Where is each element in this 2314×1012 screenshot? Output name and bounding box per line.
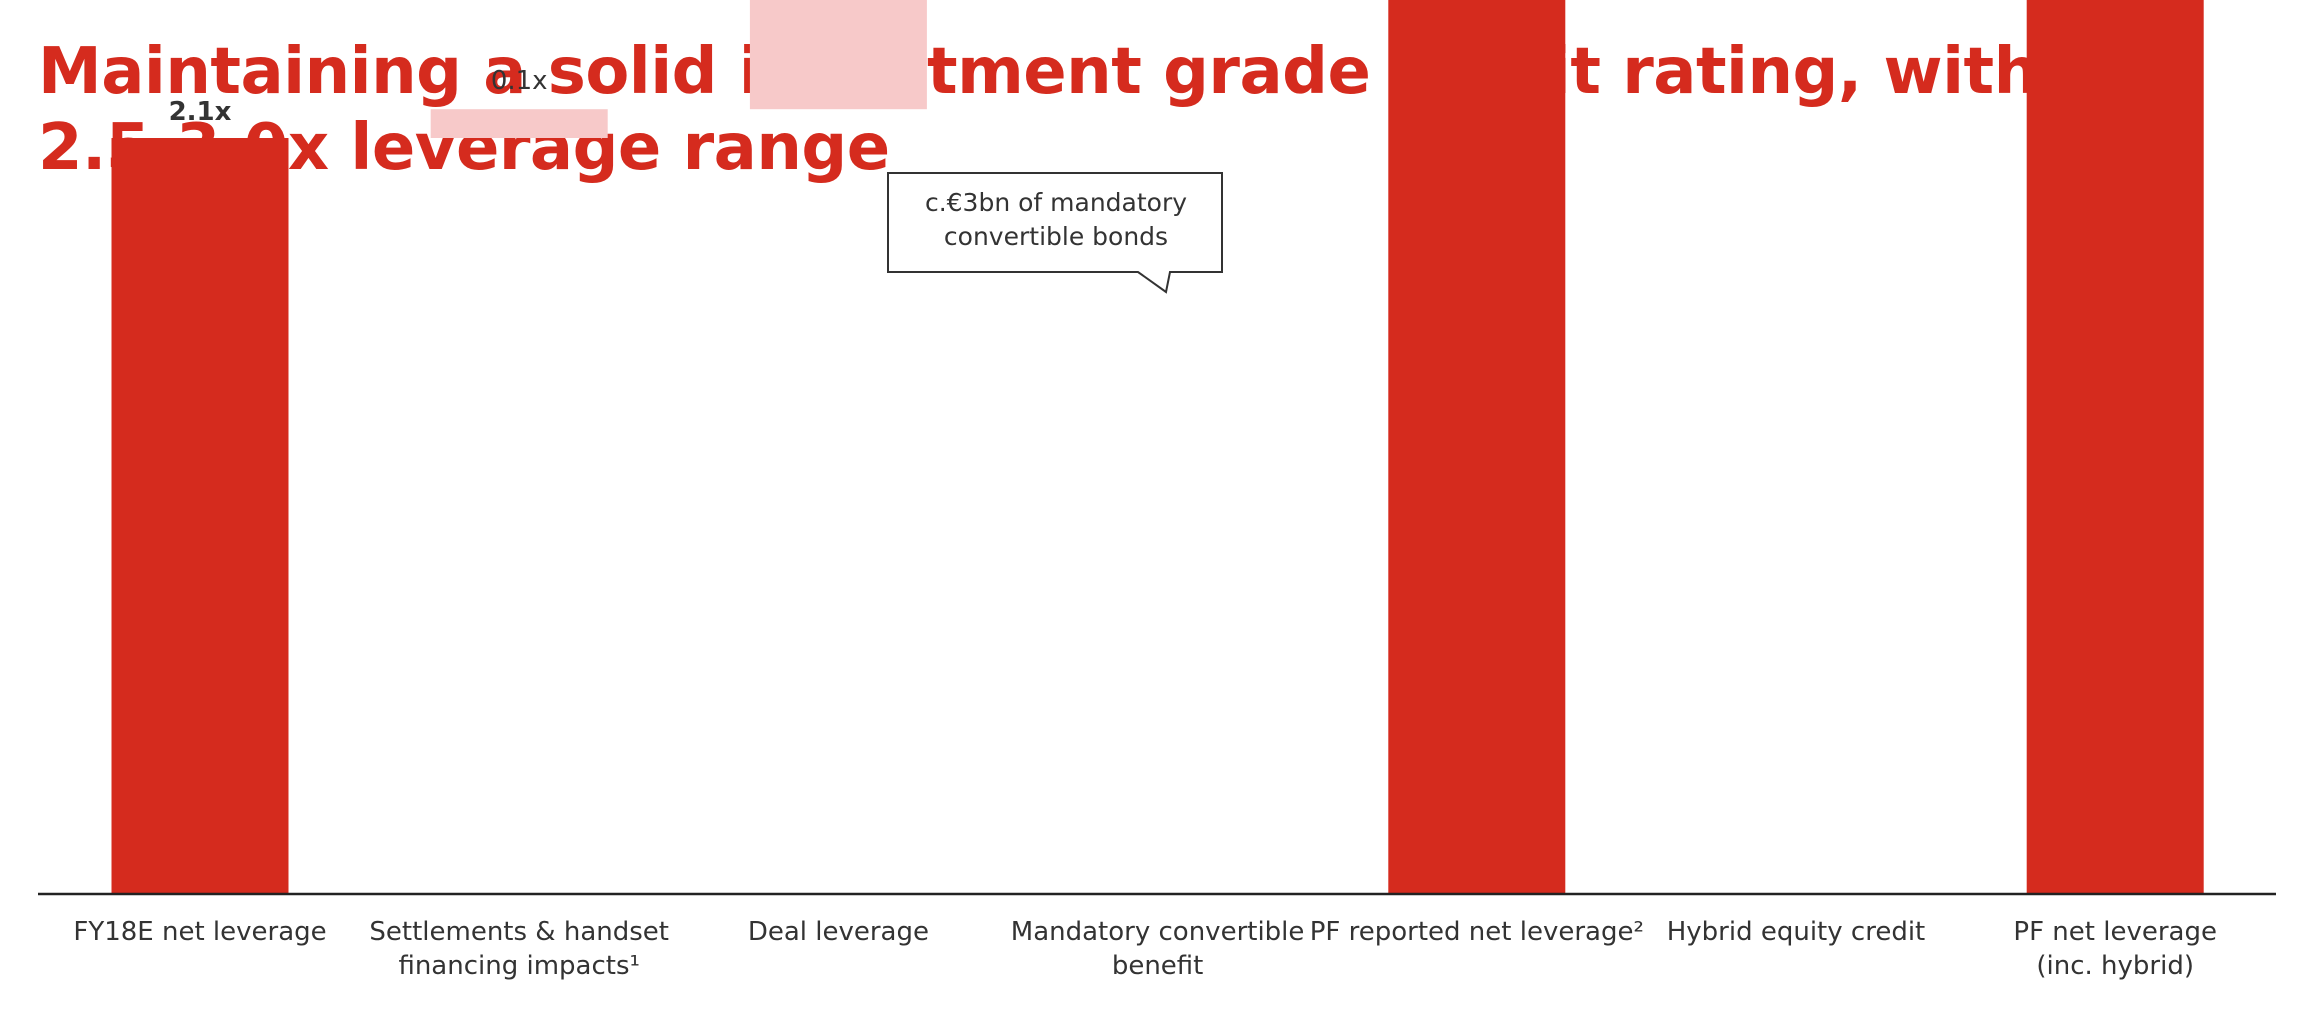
category-label-5-line-1: PF reported net leverage²: [1310, 917, 1644, 947]
category-label-6-line-1: Hybrid equity credit: [1667, 917, 1926, 947]
category-label-2-line-1: Settlements & handset: [369, 917, 669, 947]
bar-7: [2026, 0, 2204, 894]
bar-1: [111, 138, 289, 894]
category-label-4-line-2: benefit: [1112, 951, 1204, 981]
callout-shape: [887, 172, 1223, 294]
callout-line-1: c.€3bn of mandatory: [924, 188, 1188, 217]
callout-text: c.€3bn of mandatory convertible bonds: [888, 186, 1224, 254]
data-label-1: 2.1x: [169, 97, 232, 127]
bars-layer: 2.1x FY18E net leverage 0.1x Settlements & …: [73, 0, 2217, 981]
callout-line-2: convertible bonds: [943, 222, 1169, 251]
bar-5: [1388, 0, 1566, 894]
bar-3: [749, 0, 927, 110]
category-label-4-line-1: Mandatory convertible: [1011, 917, 1305, 947]
page-title: Maintaining a solid investment grade cre…: [38, 35, 2170, 185]
category-label-3-line-1: Deal leverage: [748, 917, 929, 947]
category-label-7-line-1: PF net leverage: [2013, 917, 2217, 947]
data-label-2: 0.1x: [491, 66, 548, 96]
bar-2: [430, 109, 608, 138]
category-label-7-line-2: (inc. hybrid): [2036, 951, 2194, 981]
category-label-1-line-1: FY18E net leverage: [73, 917, 326, 947]
category-label-2-line-2: financing impacts¹: [398, 951, 639, 981]
callout-box: [887, 172, 1223, 294]
